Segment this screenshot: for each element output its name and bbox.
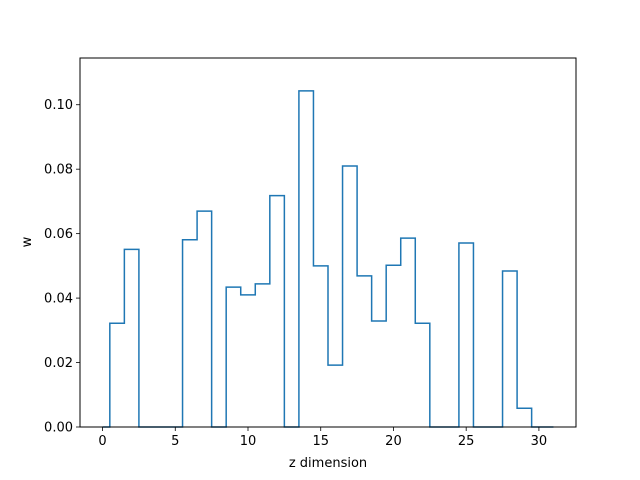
y-axis-label: w	[20, 236, 35, 247]
y-tick-label: 0.08	[44, 163, 73, 178]
plot-area	[102, 90, 554, 428]
x-tick-label: 15	[312, 434, 329, 449]
axes-frame	[79, 57, 577, 428]
x-tick-label: 0	[98, 434, 106, 449]
y-tick-label: 0.02	[44, 356, 73, 371]
x-axis-label: z dimension	[289, 456, 367, 471]
x-tick-label: 25	[458, 434, 475, 449]
y-tick-label: 0.00	[44, 421, 73, 436]
x-tick-label: 10	[240, 434, 257, 449]
x-tick-label: 20	[385, 434, 402, 449]
x-tick-label: 30	[531, 434, 548, 449]
histogram-step-line	[102, 90, 554, 428]
y-tick-label: 0.04	[44, 292, 73, 307]
x-axis-ticks: 0 5 10 15 20 25 30	[98, 427, 547, 449]
y-tick-label: 0.06	[44, 227, 73, 242]
y-tick-label: 0.10	[44, 98, 73, 113]
y-axis-ticks: 0.00 0.02 0.04 0.06 0.08 0.10	[44, 98, 80, 436]
x-tick-label: 5	[171, 434, 179, 449]
